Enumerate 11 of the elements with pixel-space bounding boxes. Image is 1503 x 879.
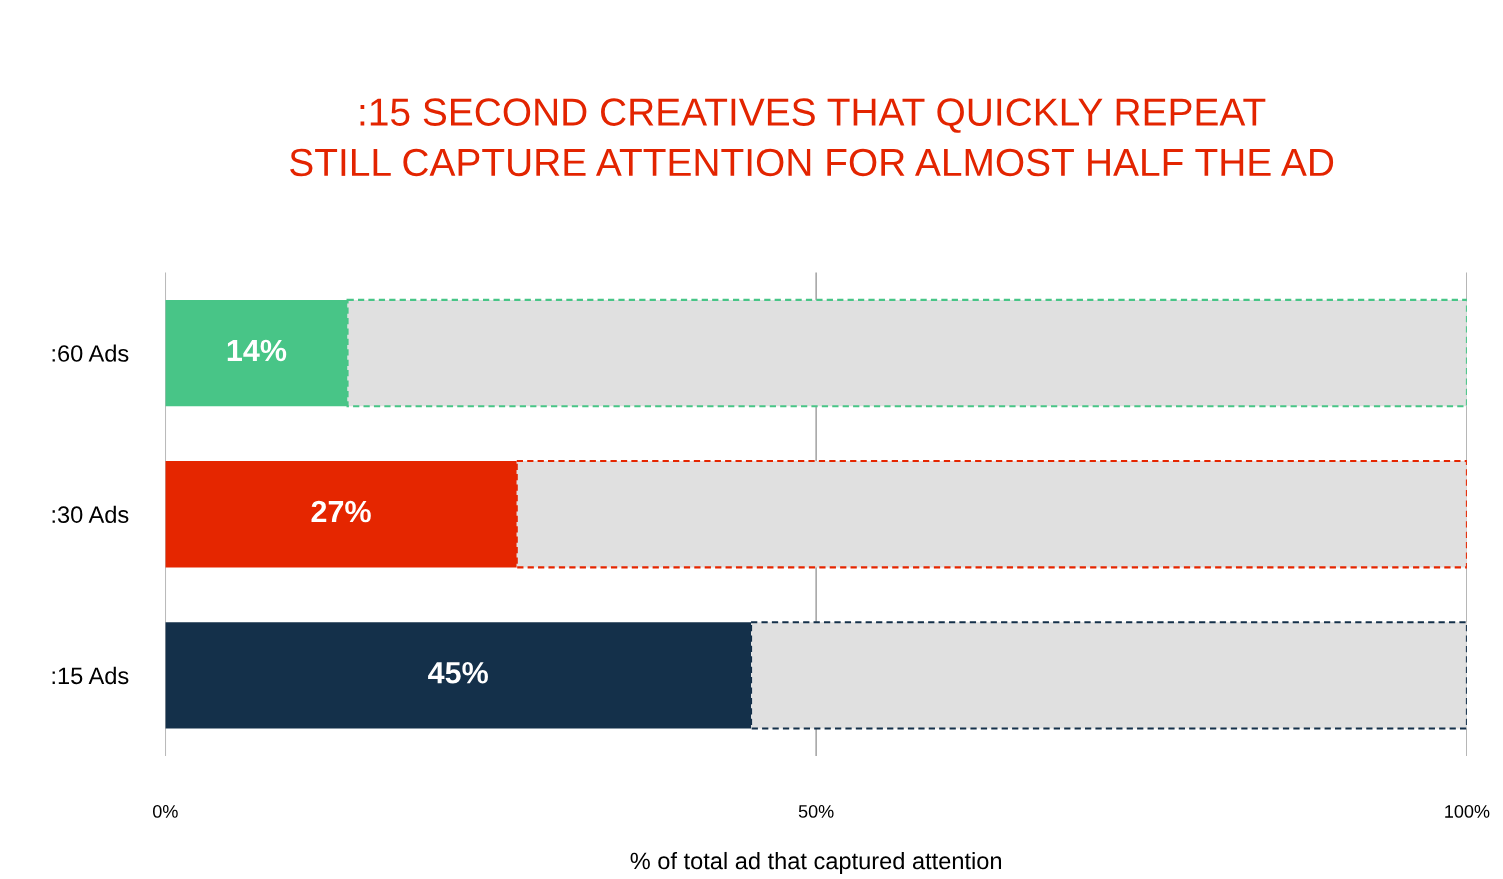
data-label: 27% (311, 500, 371, 523)
x-axis-title: % of total ad that captured attention (630, 851, 1001, 874)
data-label: 14% (227, 339, 287, 362)
y-tick-label: :15 Ads (52, 666, 129, 685)
x-tick-label: 0% (152, 805, 178, 818)
data-label: 45% (428, 662, 488, 684)
x-tick-label: 100% (1445, 805, 1490, 818)
y-tick-label: :30 Ads (52, 505, 129, 523)
chart-title: :15 SECOND CREATIVES THAT QUICKLY REPEAT STILL CAPTURE ATTENTION FOR ALMOST HALF THE AD (290, 98, 1334, 177)
x-tick-label: 50% (798, 805, 834, 818)
y-tick-label: :60 Ads (52, 344, 129, 362)
